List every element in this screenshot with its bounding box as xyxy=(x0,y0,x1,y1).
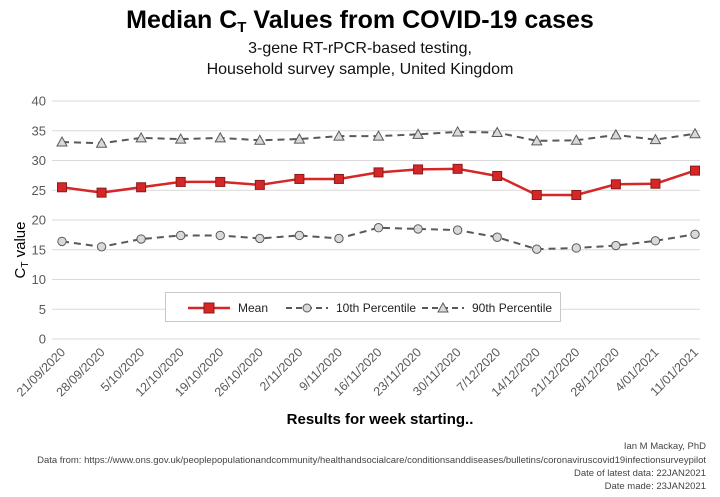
mean-marker xyxy=(413,164,424,175)
chart-subtitle-line-1: 3-gene RT-rPCR-based testing, xyxy=(248,40,472,57)
p10-marker xyxy=(373,223,384,233)
p10-marker xyxy=(175,230,186,241)
p10-marker xyxy=(492,232,502,242)
legend-90th-label: 90th Percentile xyxy=(472,301,553,315)
p10-marker xyxy=(96,242,107,252)
mean-marker xyxy=(175,176,186,187)
p90-marker xyxy=(649,133,662,145)
p90-marker xyxy=(174,133,187,144)
p90-marker xyxy=(530,134,543,146)
mean-marker xyxy=(254,179,265,190)
chart-subtitle-line-2: Household survey sample, United Kingdom xyxy=(206,61,514,78)
legend-10th-symbol xyxy=(286,303,328,313)
mean-marker xyxy=(96,187,107,198)
p90-marker xyxy=(412,128,424,139)
y-tick-label: 25 xyxy=(32,183,46,198)
p90-marker xyxy=(253,134,266,145)
legend-mean-symbol xyxy=(188,302,230,314)
p10-marker xyxy=(532,244,542,254)
chart-title: Median CT Values from COVID-19 cases xyxy=(126,6,594,36)
mean-marker xyxy=(452,163,463,174)
mean-marker xyxy=(373,167,384,178)
mean-marker xyxy=(531,190,542,201)
y-tick-label: 35 xyxy=(32,123,46,138)
y-tick-label: 10 xyxy=(32,272,46,287)
p10-marker xyxy=(136,234,146,244)
chart-legend: Mean 10th Percentile 90th Percentile xyxy=(165,292,561,322)
y-tick-label: 15 xyxy=(32,242,46,257)
series-line-1 xyxy=(61,226,696,251)
p10-marker xyxy=(413,224,423,234)
p90-marker xyxy=(372,130,385,141)
p10-marker xyxy=(57,236,67,247)
credit-made-date: Date made: 23JAN2021 xyxy=(604,481,706,492)
p90-marker xyxy=(610,128,622,140)
p90-marker xyxy=(689,127,701,139)
p10-marker xyxy=(255,233,265,244)
mean-marker xyxy=(571,190,582,201)
p90-marker xyxy=(491,126,504,138)
mean-marker xyxy=(294,173,305,184)
mean-marker xyxy=(136,182,147,193)
p10-marker xyxy=(294,230,305,241)
y-tick-label: 0 xyxy=(39,332,46,347)
credit-source: Data from: https://www.ons.gov.uk/people… xyxy=(37,455,706,466)
p10-marker xyxy=(690,229,700,239)
mean-marker xyxy=(690,165,700,176)
mean-marker xyxy=(492,170,503,181)
legend-mean-label: Mean xyxy=(238,301,269,315)
y-axis-label: CT value xyxy=(12,221,31,279)
p90-marker xyxy=(333,130,345,141)
p10-marker xyxy=(571,243,582,253)
y-tick-label: 30 xyxy=(32,153,46,168)
legend-90th-symbol xyxy=(422,301,464,313)
p90-marker xyxy=(214,131,227,143)
y-tick-label: 5 xyxy=(39,302,46,317)
credit-latest-date: Date of latest data: 22JAN2021 xyxy=(573,468,706,479)
x-axis-label: Results for week starting.. xyxy=(286,411,474,428)
mean-marker xyxy=(215,176,226,187)
mean-marker xyxy=(333,173,344,184)
p10-marker xyxy=(215,230,225,241)
p90-marker xyxy=(95,137,108,148)
p90-marker xyxy=(135,131,147,143)
mean-marker xyxy=(610,179,621,190)
p10-marker xyxy=(452,225,463,235)
p90-marker xyxy=(570,134,583,145)
p90-marker xyxy=(293,133,306,144)
legend-10th-label: 10th Percentile xyxy=(336,301,417,315)
p90-marker xyxy=(56,136,68,147)
mean-marker xyxy=(57,182,67,193)
credit-author: Ian M Mackay, PhD xyxy=(623,441,706,452)
y-tick-label: 40 xyxy=(32,94,46,109)
mean-marker xyxy=(650,178,661,189)
p10-marker xyxy=(334,233,344,244)
p10-marker xyxy=(650,236,661,246)
p10-marker xyxy=(611,240,621,251)
p90-marker xyxy=(451,125,464,137)
y-tick-label: 20 xyxy=(32,213,46,228)
